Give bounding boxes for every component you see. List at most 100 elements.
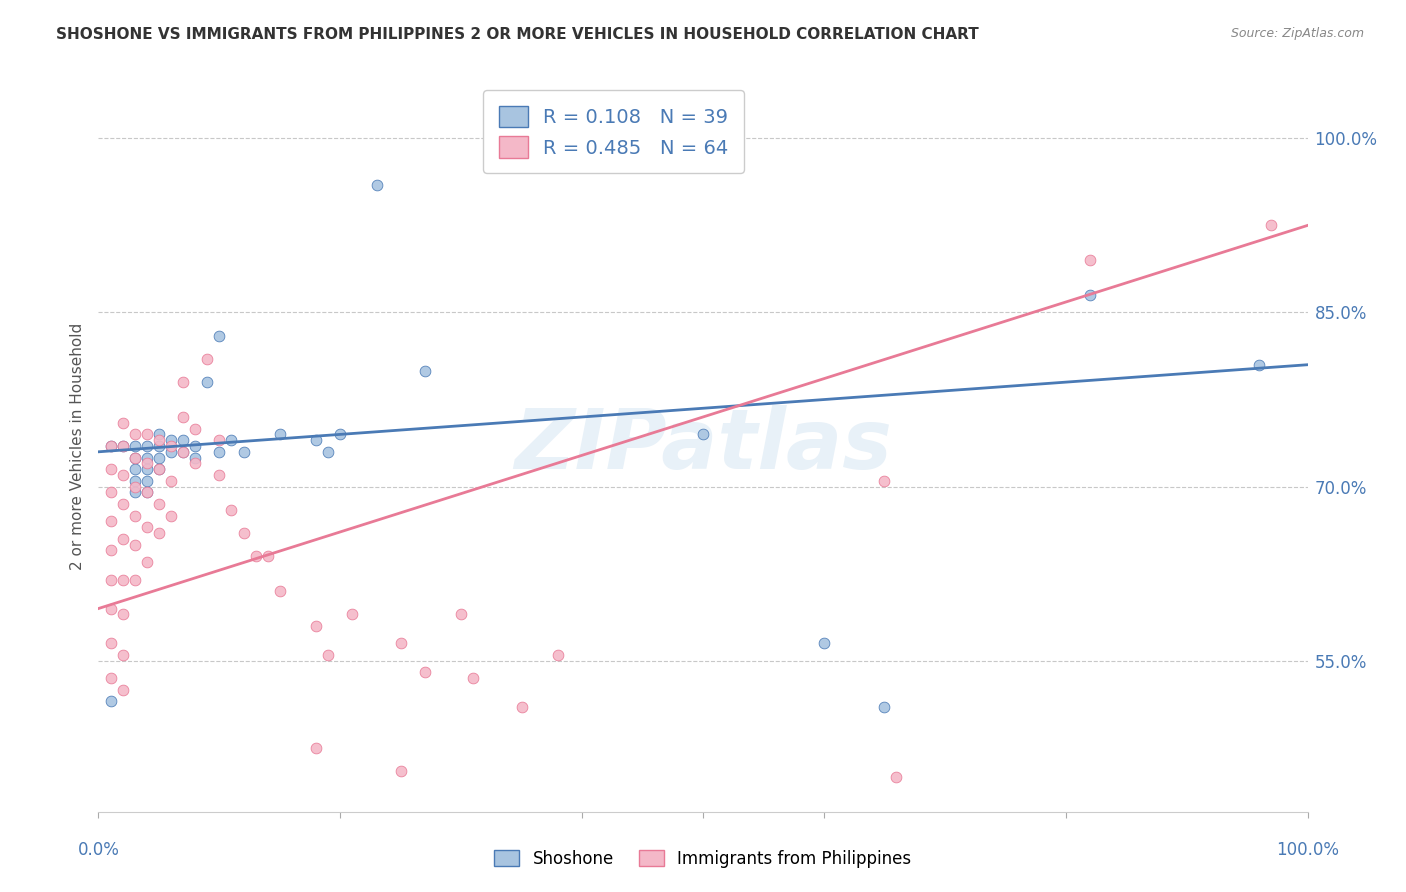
Point (413, 363, 436, 377)
Legend: Shoshone, Immigrants from Philippines: Shoshone, Immigrants from Philippines (488, 844, 918, 875)
Point (100, 694, 122, 708)
Point (1078, 253, 1101, 268)
Point (269, 584, 291, 599)
Point (148, 462, 170, 476)
Point (135, 450, 157, 465)
Text: SHOSHONE VS IMMIGRANTS FROM PHILIPPINES 2 OR MORE VEHICLES IN HOUSEHOLD CORRELAT: SHOSHONE VS IMMIGRANTS FROM PHILIPPINES … (56, 27, 979, 42)
Point (135, 427, 157, 442)
Point (886, 770, 908, 784)
Point (1078, 288, 1101, 302)
Point (124, 450, 146, 465)
Text: 100.0%: 100.0% (1277, 841, 1339, 859)
Point (184, 450, 207, 465)
Point (135, 555, 157, 569)
Point (100, 671, 122, 685)
Point (184, 421, 207, 435)
Point (305, 740, 328, 755)
Point (172, 445, 194, 459)
Point (111, 497, 134, 511)
Point (124, 427, 146, 442)
Point (124, 462, 146, 476)
Point (172, 375, 194, 389)
Point (111, 573, 134, 587)
Point (232, 526, 254, 541)
Point (366, 178, 388, 192)
Point (305, 433, 328, 447)
Point (111, 648, 134, 662)
Point (124, 485, 146, 500)
Point (135, 474, 157, 488)
Point (208, 445, 231, 459)
Point (148, 462, 170, 476)
Point (450, 607, 472, 622)
Text: 0.0%: 0.0% (77, 841, 120, 859)
Point (124, 538, 146, 552)
Point (124, 439, 146, 453)
Y-axis label: 2 or more Vehicles in Household: 2 or more Vehicles in Household (69, 322, 84, 570)
Point (148, 439, 170, 453)
Point (160, 474, 183, 488)
Point (208, 328, 231, 343)
Point (184, 457, 207, 471)
Point (124, 573, 146, 587)
Point (547, 648, 569, 662)
Point (148, 427, 170, 442)
Point (208, 433, 231, 447)
Point (389, 636, 412, 650)
Point (221, 503, 243, 517)
Point (135, 485, 157, 500)
Point (1260, 219, 1282, 233)
Point (160, 445, 183, 459)
Point (160, 439, 183, 453)
Point (148, 433, 170, 447)
Point (269, 427, 291, 442)
Point (135, 462, 157, 476)
Legend: R = 0.108   N = 39, R = 0.485   N = 64: R = 0.108 N = 39, R = 0.485 N = 64 (484, 90, 744, 173)
Point (100, 573, 122, 587)
Point (111, 468, 134, 483)
Point (172, 409, 194, 424)
Point (510, 700, 533, 714)
Point (100, 515, 122, 529)
Point (813, 636, 835, 650)
Point (873, 474, 896, 488)
Point (172, 433, 194, 447)
Point (111, 607, 134, 622)
Point (100, 543, 122, 558)
Point (124, 480, 146, 494)
Point (316, 445, 339, 459)
Point (124, 508, 146, 523)
Point (692, 427, 714, 442)
Point (389, 764, 412, 778)
Point (124, 450, 146, 465)
Point (100, 439, 122, 453)
Point (305, 619, 328, 633)
Point (100, 439, 122, 453)
Point (195, 351, 218, 366)
Point (413, 665, 436, 680)
Point (135, 457, 157, 471)
Point (100, 636, 122, 650)
Point (873, 700, 896, 714)
Point (100, 485, 122, 500)
Text: Source: ZipAtlas.com: Source: ZipAtlas.com (1230, 27, 1364, 40)
Point (221, 433, 243, 447)
Point (111, 532, 134, 546)
Point (245, 549, 267, 564)
Point (208, 468, 231, 483)
Point (160, 433, 183, 447)
Point (184, 439, 207, 453)
Point (329, 427, 352, 442)
Text: ZIPatlas: ZIPatlas (515, 406, 891, 486)
Point (463, 671, 485, 685)
Point (195, 375, 218, 389)
Point (148, 497, 170, 511)
Point (342, 607, 364, 622)
Point (1249, 358, 1271, 372)
Point (160, 508, 183, 523)
Point (316, 648, 339, 662)
Point (135, 485, 157, 500)
Point (148, 526, 170, 541)
Point (256, 549, 278, 564)
Point (100, 462, 122, 476)
